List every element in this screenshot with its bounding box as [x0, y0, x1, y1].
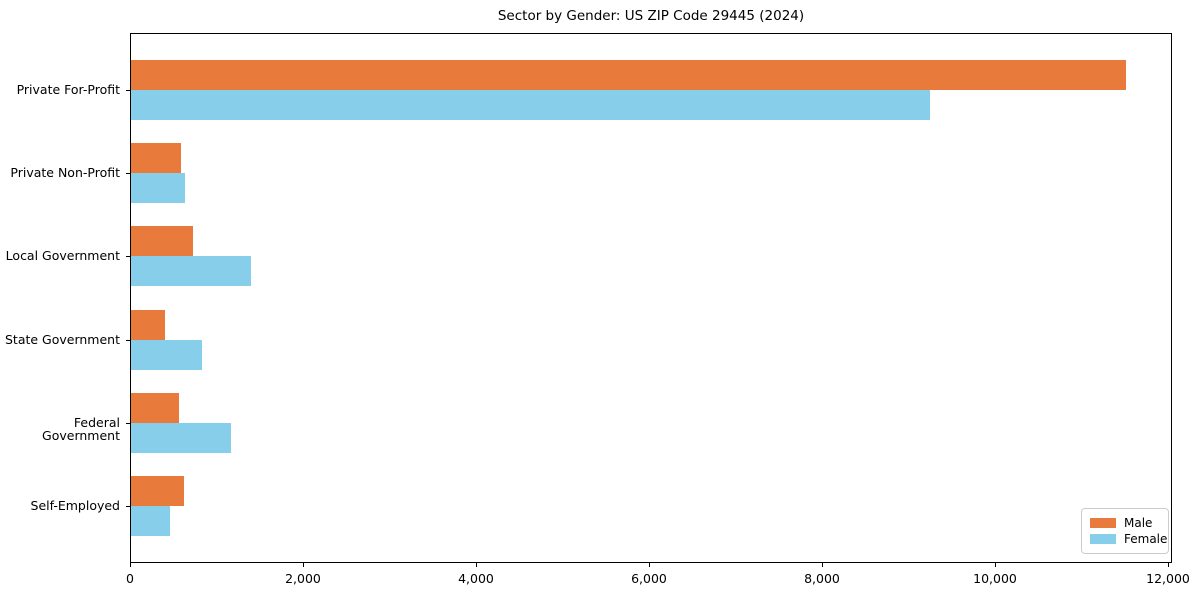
ytick-label: Self-Employed [30, 498, 120, 513]
bar-male [131, 476, 184, 506]
ytick-mark [126, 423, 130, 424]
xtick-mark [476, 563, 477, 567]
bar-female [131, 90, 930, 120]
plot-area [130, 33, 1172, 563]
ytick-mark [126, 340, 130, 341]
xtick-mark [649, 563, 650, 567]
bar-female [131, 340, 202, 370]
xtick-label: 2,000 [285, 571, 321, 586]
ytick-mark [126, 256, 130, 257]
xtick-mark [130, 563, 131, 567]
bar-male [131, 143, 181, 173]
xtick-label: 6,000 [631, 571, 667, 586]
xtick-label: 10,000 [973, 571, 1017, 586]
legend-label: Male [1124, 516, 1153, 530]
legend-swatch-female [1090, 534, 1116, 544]
xtick-mark [1168, 563, 1169, 567]
xtick-label: 0 [126, 571, 134, 586]
legend-swatch-male [1090, 518, 1116, 528]
bar-female [131, 173, 185, 203]
bar-male [131, 310, 165, 340]
ytick-mark [126, 173, 130, 174]
legend-label: Female [1124, 532, 1168, 546]
legend: Male Female [1081, 508, 1169, 554]
ytick-label: Local Government [5, 248, 120, 263]
xtick-mark [822, 563, 823, 567]
ytick-label: State Government [4, 332, 120, 347]
chart-title: Sector by Gender: US ZIP Code 29445 (202… [497, 8, 805, 24]
ytick-label: Private Non-Profit [10, 165, 120, 180]
bar-female [131, 506, 170, 536]
bar-male [131, 226, 193, 256]
bar-female [131, 423, 231, 453]
bar-male [131, 393, 179, 423]
ytick-mark [126, 506, 130, 507]
legend-entry-female: Female [1090, 531, 1167, 547]
xtick-label: 4,000 [458, 571, 494, 586]
bar-male [131, 60, 1126, 90]
xtick-mark [995, 563, 996, 567]
ytick-label: Private For-Profit [16, 82, 120, 97]
xtick-label: 8,000 [804, 571, 840, 586]
ytick-label: Federal Government [42, 415, 120, 443]
ytick-mark [126, 90, 130, 91]
bar-female [131, 256, 251, 286]
xtick-mark [303, 563, 304, 567]
xtick-label: 12,000 [1146, 571, 1190, 586]
legend-entry-male: Male [1090, 515, 1158, 531]
